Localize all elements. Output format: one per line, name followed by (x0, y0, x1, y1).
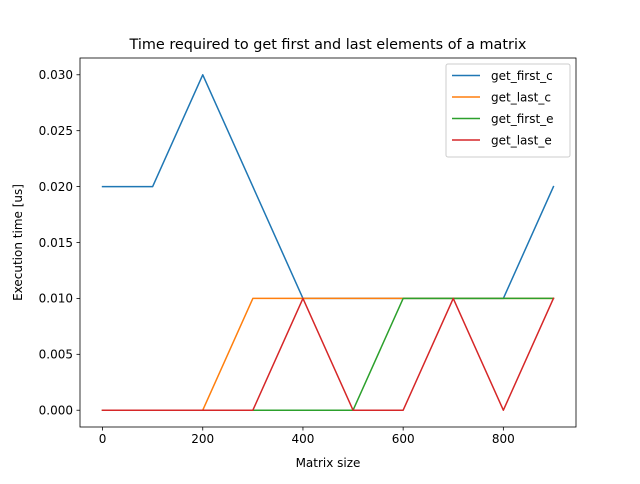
y-tick-label: 0.025 (39, 124, 73, 138)
x-axis: 0 200 400 600 800 (99, 427, 515, 446)
legend-label: get_first_c (491, 69, 553, 83)
x-tick-label: 0 (99, 432, 107, 446)
series-group (101, 74, 555, 411)
chart-title: Time required to get first and last elem… (129, 37, 527, 53)
y-axis-label: Execution time [us] (11, 184, 25, 301)
legend-label: get_last_e (491, 133, 552, 147)
legend-label: get_last_c (491, 90, 551, 104)
y-tick-label: 0.000 (39, 404, 73, 418)
legend-label: get_first_e (491, 112, 554, 126)
x-tick-label: 400 (291, 432, 314, 446)
legend-box (445, 63, 571, 158)
y-tick-label: 0.005 (39, 348, 73, 362)
x-tick-label: 600 (392, 432, 415, 446)
y-axis: 0.000 0.005 0.010 0.015 0.020 0.025 0.030 (39, 68, 80, 418)
y-tick-label: 0.015 (39, 236, 73, 250)
x-axis-label: Matrix size (296, 456, 361, 470)
legend: get_first_c get_last_c get_first_e get_last… (445, 63, 571, 158)
y-tick-label: 0.020 (39, 180, 73, 194)
series-line-get-last-e (101, 297, 555, 411)
x-tick-label: 800 (492, 432, 515, 446)
y-tick-label: 0.030 (39, 68, 73, 82)
y-tick-label: 0.010 (39, 292, 73, 306)
x-tick-label: 200 (191, 432, 214, 446)
